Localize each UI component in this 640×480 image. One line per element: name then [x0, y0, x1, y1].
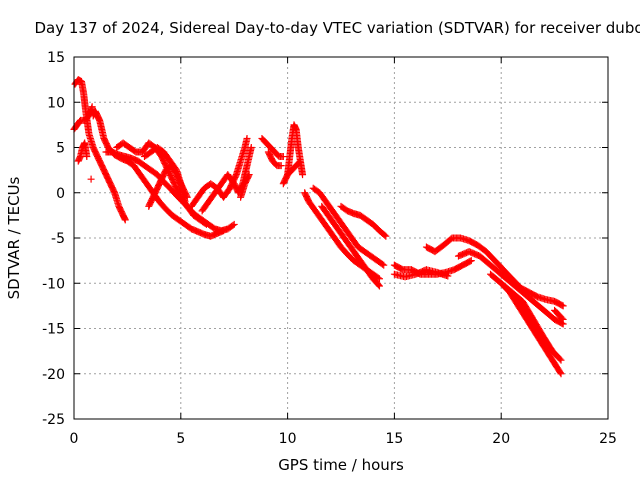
- data-point: [202, 220, 210, 228]
- x-tick-label: 0: [70, 431, 79, 447]
- data-point: [295, 158, 303, 166]
- data-point: [559, 302, 567, 310]
- data-point: [467, 257, 475, 265]
- data-point: [245, 172, 253, 180]
- series-trace-9: [140, 144, 189, 206]
- data-point: [378, 260, 386, 268]
- data-point: [229, 221, 237, 229]
- y-tick-label: 10: [47, 95, 65, 111]
- data-point: [541, 337, 549, 345]
- data-point: [375, 282, 383, 290]
- data-point: [559, 315, 567, 323]
- series-trace-18: [309, 184, 388, 269]
- y-tick-label: -5: [51, 231, 65, 247]
- data-point: [245, 171, 253, 179]
- data-point: [277, 162, 285, 170]
- series-trace-14: [264, 148, 285, 170]
- x-tick-label: 25: [599, 431, 617, 447]
- series-trace-12: [237, 171, 253, 201]
- data-point: [121, 216, 129, 224]
- x-tick-label: 5: [176, 431, 185, 447]
- x-tick-label: 15: [385, 431, 403, 447]
- y-tick-label: 0: [56, 186, 65, 202]
- x-tick-label: 10: [279, 431, 297, 447]
- series-trace-16: [284, 157, 304, 179]
- data-point: [375, 275, 383, 283]
- data-points: [70, 76, 567, 378]
- y-tick-label: -20: [42, 367, 65, 383]
- series-trace-20: [337, 202, 390, 240]
- data-point: [243, 134, 251, 142]
- data-point: [380, 261, 388, 269]
- data-point: [557, 356, 565, 364]
- data-point: [542, 338, 550, 346]
- y-axis-label: SDTVAR / TECUs: [5, 176, 23, 299]
- series-trace-22: [390, 266, 452, 281]
- x-axis-label: GPS time / hours: [278, 456, 404, 474]
- series-trace-4: [87, 175, 95, 183]
- series-trace-19: [318, 202, 383, 290]
- series-trace-3: [74, 139, 91, 165]
- series-trace-24: [454, 248, 567, 328]
- x-tick-labels: 0 5 10 15 20 25: [70, 431, 617, 447]
- data-point: [375, 281, 383, 289]
- data-point: [557, 370, 565, 378]
- y-tick-label: -25: [42, 412, 65, 428]
- data-point: [466, 257, 474, 265]
- data-point: [87, 175, 95, 183]
- data-point: [558, 301, 566, 309]
- y-tick-labels: 15 10 5 0 -5 -10 -15 -20 -25: [42, 50, 65, 428]
- data-point: [201, 220, 209, 228]
- data-point: [374, 274, 382, 282]
- series-trace-28: [551, 306, 567, 323]
- y-tick-label: -10: [42, 276, 65, 292]
- data-point: [444, 272, 452, 280]
- data-point: [296, 157, 304, 165]
- plot-frame: [73, 56, 609, 420]
- data-point: [181, 198, 189, 206]
- data-point: [88, 103, 96, 111]
- data-point: [382, 232, 390, 240]
- y-tick-label: 15: [47, 50, 65, 66]
- grid-layer: [74, 57, 608, 419]
- data-point: [299, 171, 307, 179]
- data-point: [381, 231, 389, 239]
- data-point: [230, 220, 238, 228]
- series-trace-13: [258, 134, 287, 161]
- data-point: [556, 355, 564, 363]
- x-tick-label: 20: [492, 431, 510, 447]
- data-point: [279, 153, 287, 161]
- data-point: [83, 153, 91, 161]
- data-point: [556, 369, 564, 377]
- series-trace-1: [71, 76, 129, 224]
- data-point: [247, 144, 255, 151]
- chart-title: Day 137 of 2024, Sidereal Day-to-day VTE…: [34, 19, 640, 37]
- y-tick-label: 5: [56, 141, 65, 157]
- y-tick-label: -15: [42, 322, 65, 338]
- series-trace-17: [301, 189, 383, 283]
- data-point: [558, 314, 566, 322]
- series-trace-27: [508, 288, 550, 346]
